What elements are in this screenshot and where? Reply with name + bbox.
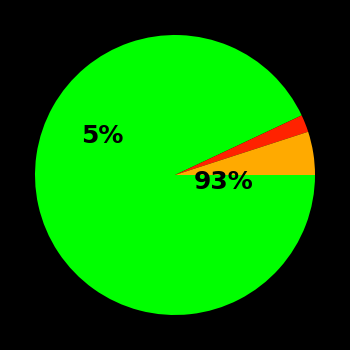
Wedge shape <box>175 132 315 175</box>
Wedge shape <box>35 35 315 315</box>
Wedge shape <box>175 116 308 175</box>
Text: 5%: 5% <box>81 124 124 148</box>
Text: 93%: 93% <box>194 170 254 194</box>
